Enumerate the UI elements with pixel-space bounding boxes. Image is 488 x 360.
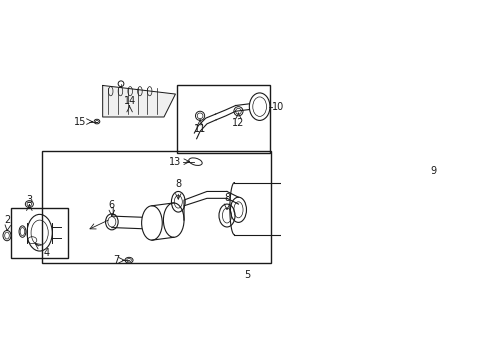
Text: 7: 7 bbox=[113, 255, 120, 265]
Bar bbox=[11, 207, 68, 258]
Polygon shape bbox=[102, 85, 175, 117]
Bar bbox=[177, 85, 269, 153]
Text: 12: 12 bbox=[232, 118, 244, 127]
Text: 4: 4 bbox=[43, 248, 49, 258]
Text: 1: 1 bbox=[110, 207, 116, 217]
Text: 10: 10 bbox=[272, 102, 284, 112]
Text: 5: 5 bbox=[244, 270, 250, 279]
Text: 14: 14 bbox=[123, 95, 136, 105]
Text: 11: 11 bbox=[194, 125, 206, 134]
Text: 9: 9 bbox=[429, 166, 435, 176]
Text: 8: 8 bbox=[175, 179, 181, 189]
Text: 3: 3 bbox=[26, 195, 32, 204]
Text: 15: 15 bbox=[74, 117, 86, 127]
Text: 8: 8 bbox=[224, 193, 229, 203]
Bar bbox=[42, 151, 270, 263]
Text: 2: 2 bbox=[4, 215, 11, 225]
Text: 13: 13 bbox=[168, 157, 181, 167]
Text: 6: 6 bbox=[108, 201, 115, 210]
